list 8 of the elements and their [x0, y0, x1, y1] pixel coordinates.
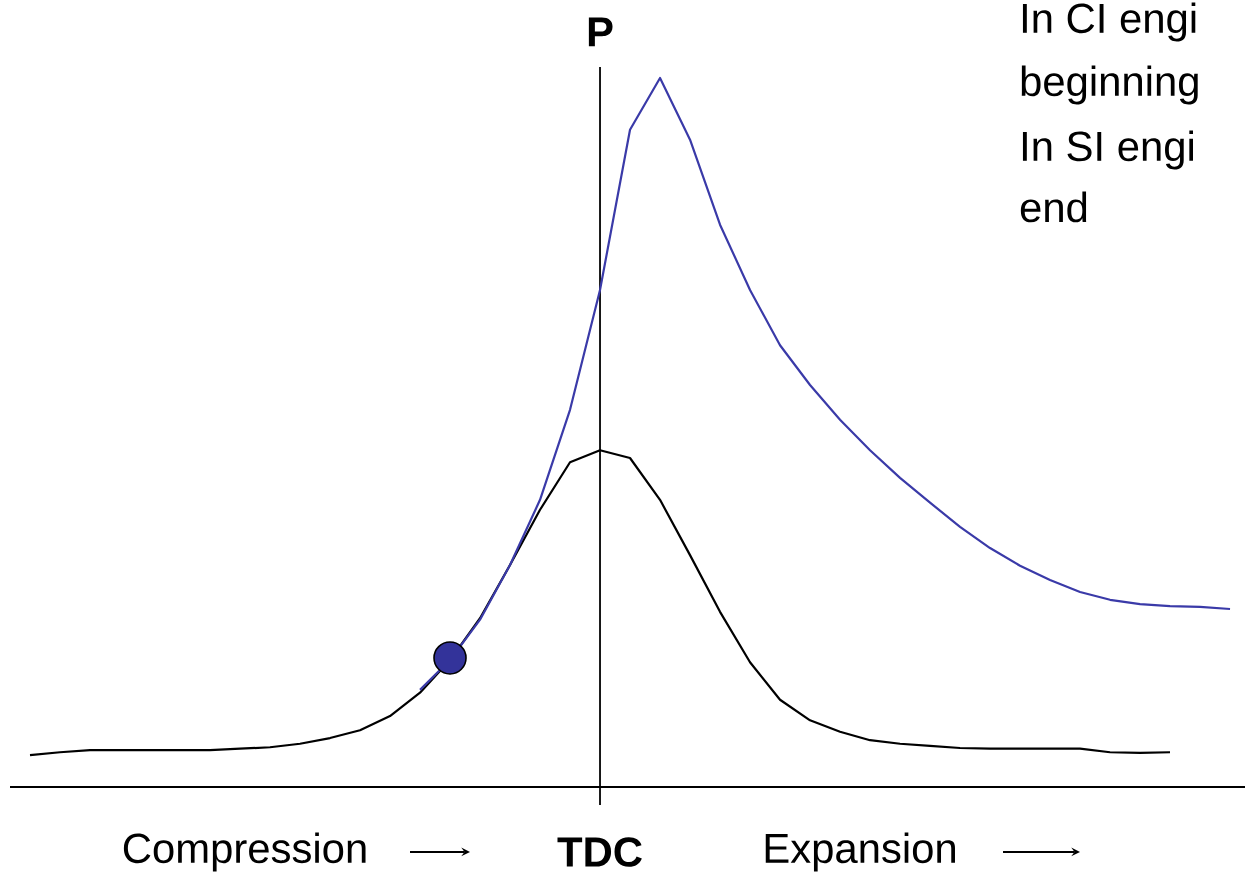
text: Expansion [765, 832, 955, 872]
annotation: end [1020, 191, 1087, 223]
annotation: beginning [1021, 65, 1198, 105]
text: TDC [557, 837, 642, 867]
y-axis-title: P [588, 17, 613, 47]
text: In CI engi [1022, 2, 1196, 42]
annotation: In SI engi [1022, 130, 1193, 170]
text: Compression [123, 832, 366, 872]
